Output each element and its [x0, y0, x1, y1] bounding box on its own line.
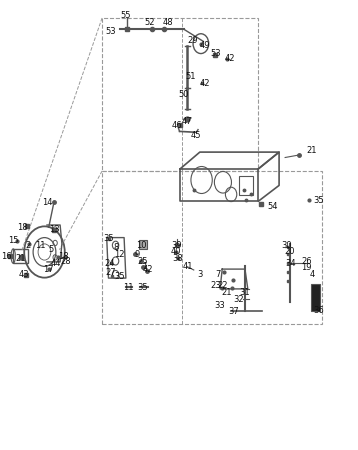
Text: 34: 34 — [285, 259, 296, 268]
Text: 13: 13 — [49, 225, 59, 234]
Text: 52: 52 — [145, 18, 155, 27]
Bar — [139, 240, 146, 249]
Text: 21: 21 — [15, 254, 25, 263]
Text: 42: 42 — [143, 266, 154, 274]
Text: 41: 41 — [182, 262, 193, 271]
Text: 17: 17 — [43, 266, 54, 274]
Text: 18: 18 — [58, 252, 68, 261]
Text: 46: 46 — [171, 122, 182, 130]
Text: 30: 30 — [282, 241, 292, 250]
Text: 53: 53 — [106, 27, 116, 36]
Text: 48: 48 — [163, 18, 173, 27]
Text: 44: 44 — [50, 259, 61, 268]
Text: 7: 7 — [215, 270, 220, 279]
Text: 25: 25 — [137, 256, 147, 266]
Text: 29: 29 — [188, 36, 198, 45]
Text: 21: 21 — [221, 288, 232, 297]
Text: 11: 11 — [123, 284, 133, 292]
Text: 1: 1 — [142, 262, 147, 271]
Text: 35: 35 — [314, 196, 324, 205]
Text: 11: 11 — [35, 241, 45, 250]
Text: 21: 21 — [306, 146, 317, 155]
Text: 4: 4 — [309, 270, 314, 279]
Text: 35: 35 — [115, 272, 125, 281]
Bar — [102, 18, 258, 171]
Text: 9: 9 — [134, 250, 140, 259]
Bar — [238, 176, 253, 195]
Text: 14: 14 — [42, 198, 52, 207]
Text: 47: 47 — [182, 117, 193, 126]
Text: 33: 33 — [215, 302, 226, 310]
Text: 16: 16 — [1, 252, 11, 261]
Text: 45: 45 — [191, 130, 202, 140]
Text: 43: 43 — [19, 270, 29, 279]
Text: 39: 39 — [171, 241, 182, 250]
Text: 19: 19 — [301, 263, 312, 272]
Text: 27: 27 — [106, 268, 116, 277]
Text: 18: 18 — [17, 223, 28, 232]
Text: 38: 38 — [173, 254, 184, 263]
Text: 42: 42 — [200, 79, 211, 88]
Text: 26: 26 — [301, 256, 312, 266]
Text: 35: 35 — [103, 234, 114, 243]
Bar — [311, 284, 320, 310]
Text: 28: 28 — [61, 256, 71, 266]
Text: 50: 50 — [179, 90, 189, 99]
Text: 24: 24 — [104, 259, 115, 268]
Text: 5: 5 — [48, 245, 53, 254]
Text: 36: 36 — [313, 306, 324, 315]
Text: 2: 2 — [25, 241, 31, 250]
Text: 40: 40 — [171, 248, 181, 256]
Text: 12: 12 — [115, 250, 125, 259]
Text: 15: 15 — [8, 236, 19, 245]
Text: 8: 8 — [113, 243, 118, 252]
Text: 54: 54 — [267, 202, 278, 211]
Text: 22: 22 — [218, 281, 228, 290]
Text: 3: 3 — [197, 270, 203, 279]
Text: 42: 42 — [225, 54, 235, 63]
Text: 32: 32 — [234, 295, 244, 304]
Text: 10: 10 — [136, 241, 146, 250]
Text: 55: 55 — [120, 11, 130, 20]
Bar — [102, 171, 323, 324]
Text: 20: 20 — [285, 248, 295, 256]
Text: 49: 49 — [200, 40, 211, 50]
Bar — [13, 249, 28, 263]
Text: 37: 37 — [228, 307, 239, 316]
Text: 35: 35 — [137, 284, 148, 292]
Text: 53: 53 — [211, 50, 221, 58]
Text: 51: 51 — [186, 72, 196, 81]
Text: 23: 23 — [211, 281, 221, 290]
Text: 31: 31 — [239, 288, 250, 297]
